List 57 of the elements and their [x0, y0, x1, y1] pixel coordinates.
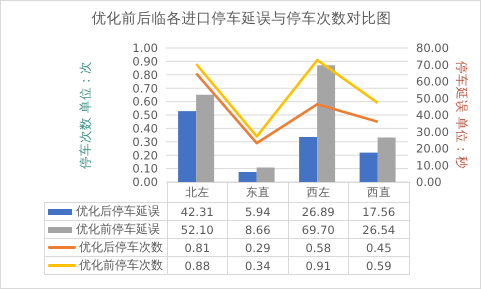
data-label: 0.91	[288, 256, 348, 274]
y-tick-label: 0.90	[132, 54, 158, 68]
line-series	[194, 58, 380, 138]
data-label: 26.54	[348, 220, 409, 238]
y-tick-label: 0.60	[132, 94, 158, 109]
y-tick-label: 0.30	[132, 134, 158, 149]
bar	[196, 94, 214, 182]
y-tick-label: 0.80	[132, 68, 158, 82]
data-label: 17.56	[348, 202, 409, 220]
x-tick-label: 西左	[288, 182, 348, 202]
y-axis-title: 停车次数 单位：次	[77, 61, 92, 169]
x-tick-label: 西直	[348, 182, 409, 202]
y2-tick-label: 70.00	[416, 58, 449, 72]
bar	[378, 138, 396, 182]
x-tick-label: 东直	[228, 182, 288, 202]
y-tick-label: 1.00	[132, 41, 158, 56]
y-tick-label: 0.40	[132, 121, 158, 136]
y2-tick-label: 30.00	[416, 124, 449, 139]
legend-label: 优化后停车次数	[44, 238, 167, 256]
y-tick-label: 0.00	[132, 175, 158, 190]
y2-tick-label: 50.00	[416, 91, 449, 106]
data-label: 69.70	[288, 220, 348, 238]
y-tick-label: 0.20	[132, 148, 158, 162]
bar	[178, 111, 196, 182]
line-series	[194, 72, 380, 144]
y-tick-label: 0.10	[132, 162, 158, 176]
data-label: 52.10	[167, 220, 228, 238]
data-label: 0.29	[228, 238, 288, 256]
y2-tick-label: 20.00	[416, 142, 449, 156]
y2-tick-label: 60.00	[416, 74, 449, 89]
data-label: 0.59	[348, 256, 409, 274]
data-label: 0.34	[228, 256, 288, 274]
bar	[256, 167, 275, 182]
bar	[299, 136, 318, 182]
y-tick-label: 0.50	[132, 108, 158, 122]
bar	[360, 152, 378, 182]
bar	[238, 172, 257, 182]
data-label: 0.45	[348, 238, 409, 256]
x-tick-label: 北左	[167, 182, 228, 202]
y2-tick-label: 0.00	[416, 175, 442, 190]
data-label: 26.89	[288, 202, 348, 220]
data-label: 5.94	[228, 202, 288, 220]
y2-tick-label: 10.00	[416, 158, 449, 172]
y2-tick-label: 80.00	[416, 41, 449, 56]
y2-tick-label: 40.00	[416, 108, 449, 122]
y2-axis-title: 停车延误 单位：秒	[454, 61, 470, 169]
data-label: 0.81	[167, 238, 228, 256]
data-label: 0.58	[288, 238, 348, 256]
chart-title: 优化前后临各进口停车延误与停车次数对比图	[90, 10, 392, 28]
data-label: 0.88	[167, 256, 228, 274]
legend-label: 优化前停车次数	[44, 256, 167, 274]
legend-label: 优化后停车延误	[44, 202, 167, 220]
legend-label: 优化前停车延误	[44, 220, 167, 238]
data-label: 42.31	[167, 202, 228, 220]
bar	[317, 65, 336, 182]
data-label: 8.66	[228, 220, 288, 238]
y-tick-label: 0.70	[132, 81, 158, 96]
